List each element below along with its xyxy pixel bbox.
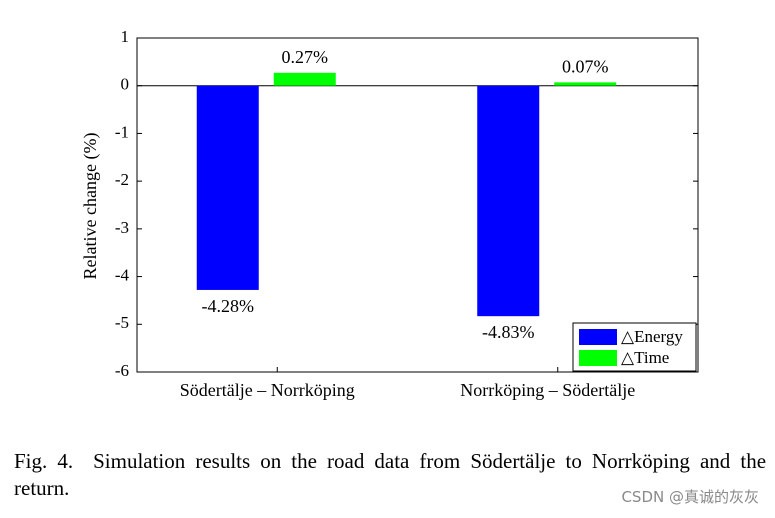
figure-caption: Fig. 4. Simulation results on the road da… [14, 448, 766, 502]
y-tick-label: -1 [115, 122, 129, 141]
data-label: -4.28% [202, 296, 255, 316]
bar [196, 85, 259, 290]
data-label: 0.07% [562, 56, 609, 76]
legend-label: △Time [621, 348, 669, 367]
category-label: Södertälje – Norrköping [180, 380, 355, 400]
y-axis: 1 0 -1 -2 -3 -4 -5 -6 [115, 27, 698, 380]
plot-area [136, 37, 699, 373]
bars: -4.28% 0.27% -4.83% 0.07% [196, 47, 617, 342]
data-label: -4.83% [482, 322, 535, 342]
bar [477, 85, 540, 317]
y-axis-title: Relative change (%) [80, 133, 101, 280]
bar [554, 82, 617, 86]
legend-swatch [579, 350, 617, 366]
caption-text: Simulation results on the road data from… [14, 449, 767, 500]
legend-label: △Energy [621, 327, 683, 346]
y-tick-label: 1 [121, 27, 130, 46]
y-tick-label: -4 [115, 265, 130, 284]
y-tick-label: -6 [115, 361, 129, 380]
y-tick-label: -2 [115, 170, 129, 189]
y-tick-label: 0 [121, 75, 130, 94]
bar [273, 72, 336, 86]
x-axis: Södertälje – Norrköping Norrköping – Söde… [180, 367, 635, 400]
y-tick-label: -3 [115, 218, 129, 237]
watermark: CSDN @真诚的灰灰 [621, 488, 759, 506]
figure-number: Fig. 4. [14, 449, 74, 473]
category-label: Norrköping – Södertälje [460, 380, 635, 400]
legend: △Energy △Time [572, 322, 697, 372]
data-label: 0.27% [282, 47, 329, 67]
bar-chart: 1 0 -1 -2 -3 -4 -5 -6 -4.28% 0.27% -4.83% 0.07% Sö… [80, 27, 699, 400]
legend-swatch [579, 329, 617, 345]
y-tick-label: -5 [115, 313, 129, 332]
